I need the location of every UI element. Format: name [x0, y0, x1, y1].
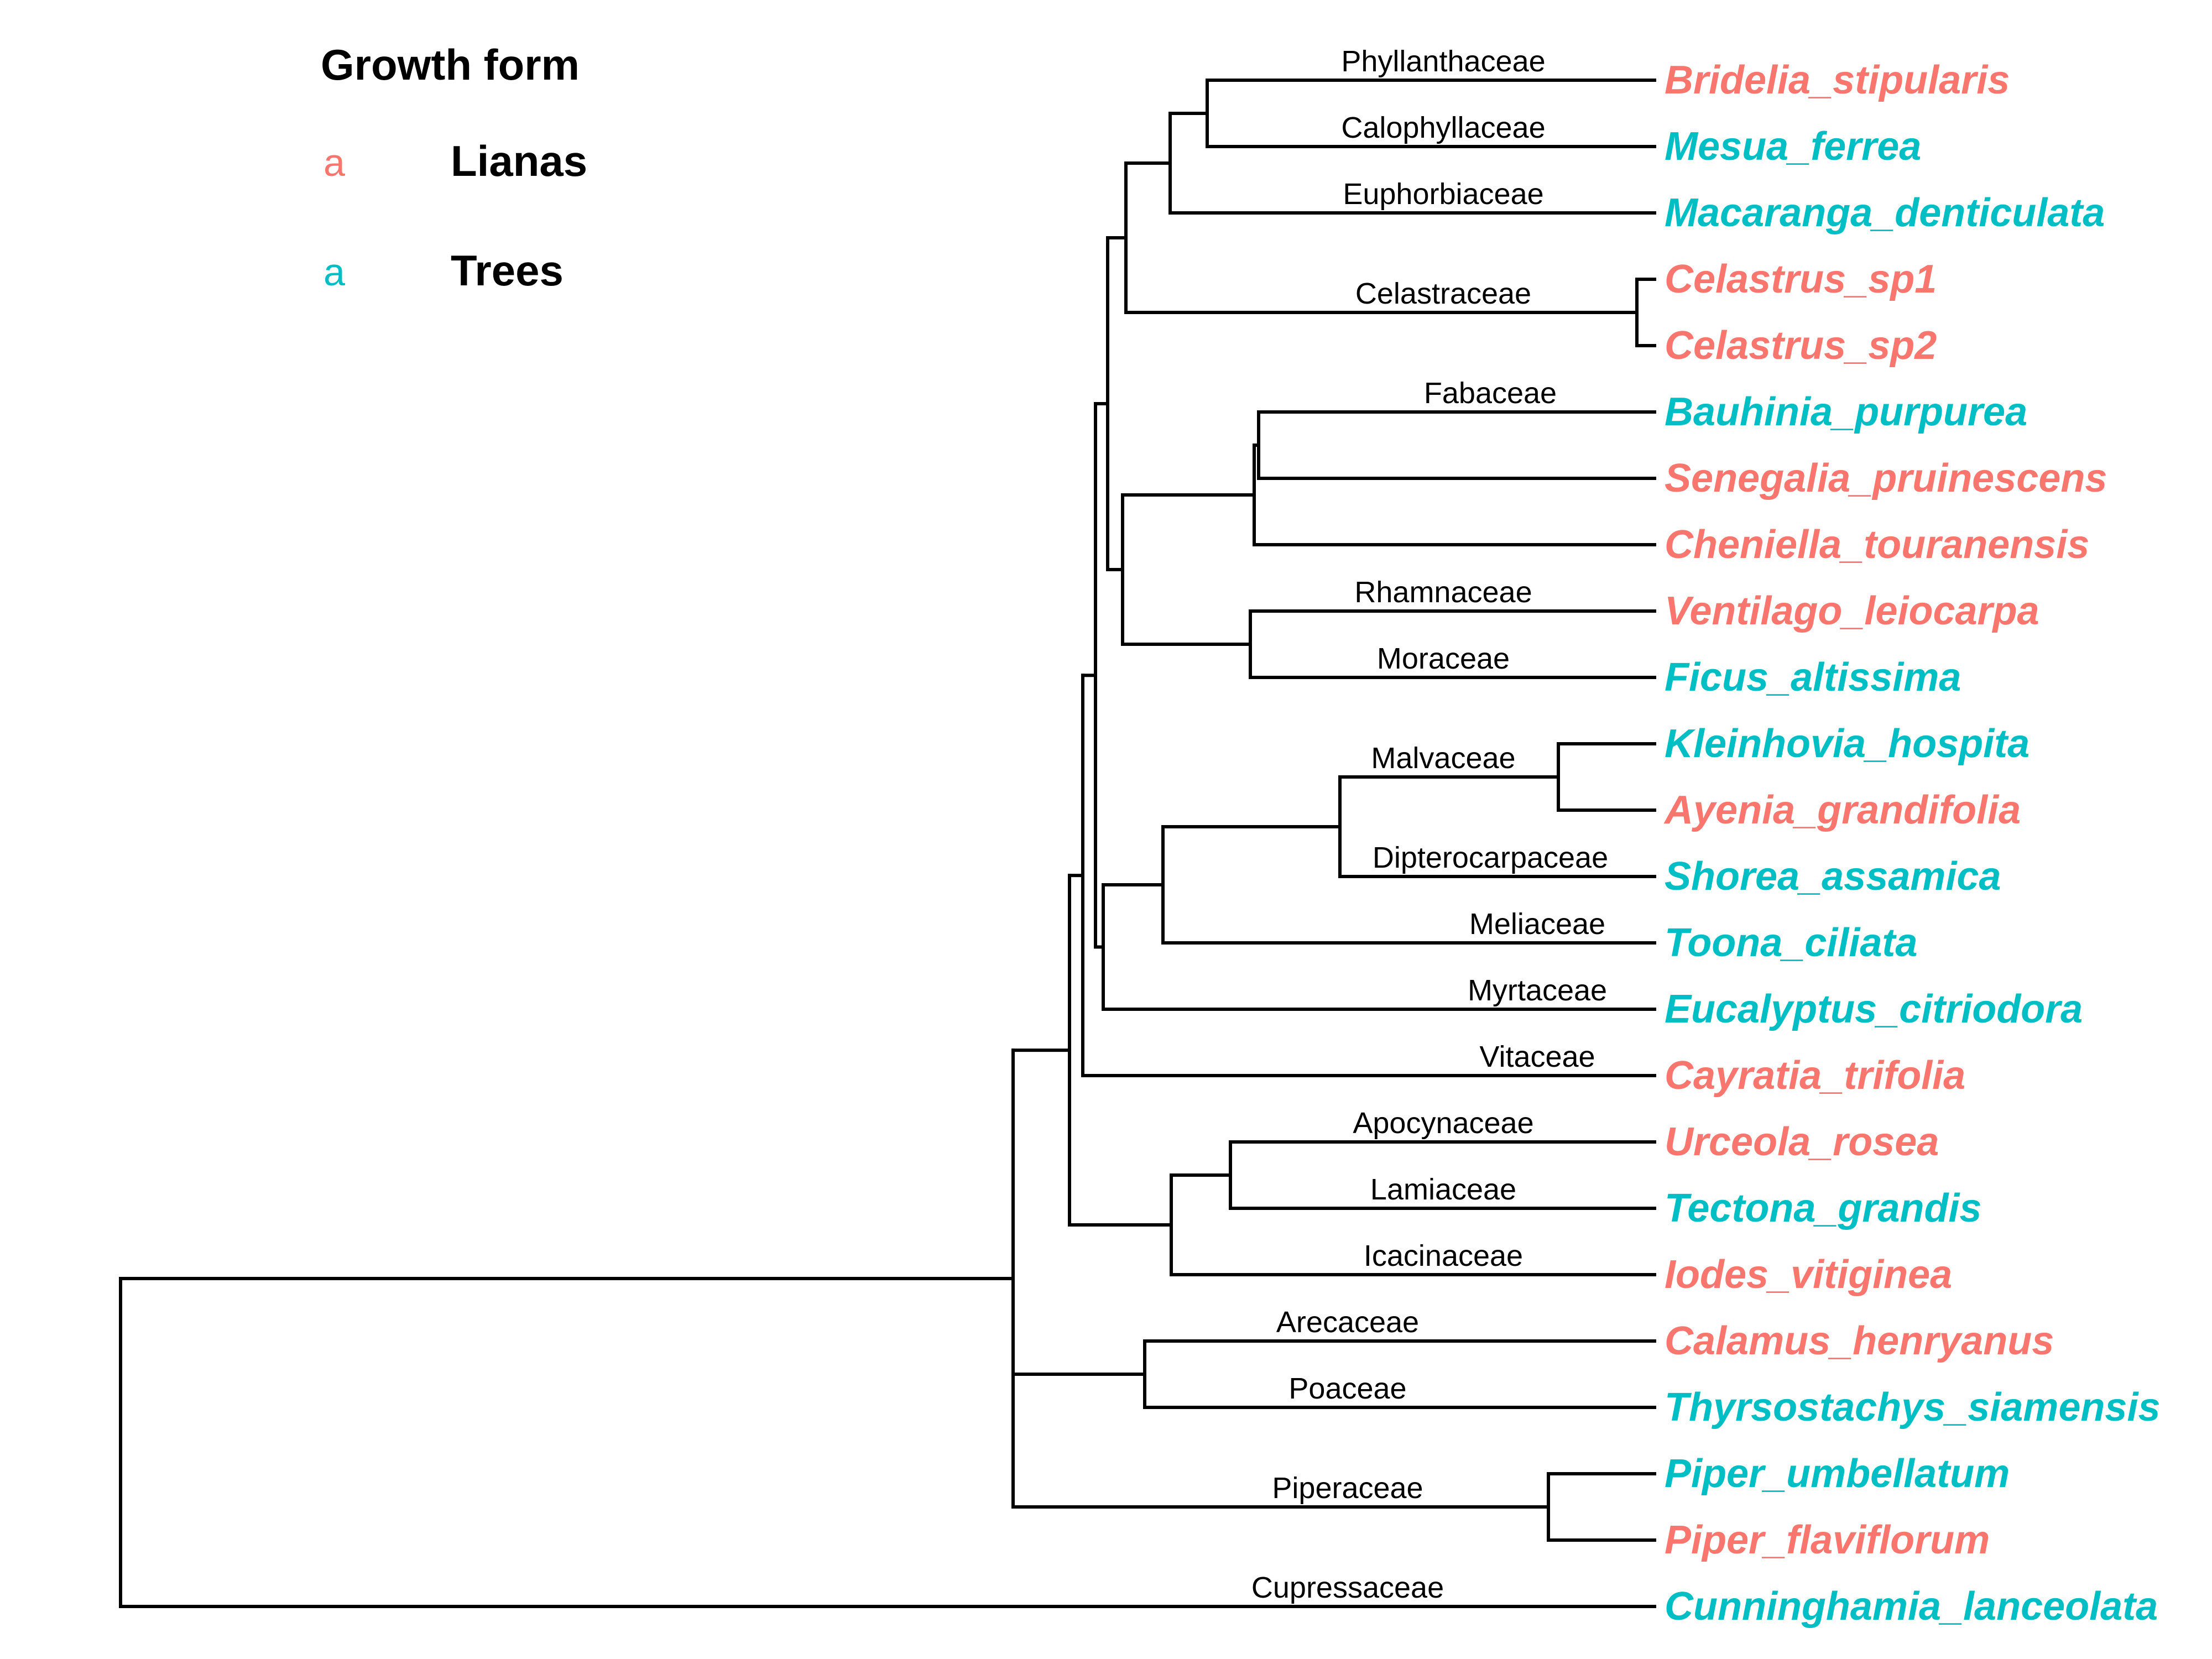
family-label-phyllanthaceae: Phyllanthaceae	[1341, 45, 1545, 78]
family-label-meliaceae: Meliaceae	[1469, 907, 1605, 941]
tip-label-thyrsostachys-siamensis: Thyrsostachys_siamensis	[1665, 1385, 2160, 1430]
tip-label-tectona-grandis: Tectona_grandis	[1665, 1186, 1981, 1230]
tip-label-toona-ciliata: Toona_ciliata	[1665, 921, 1917, 965]
family-label-lamiaceae: Lamiaceae	[1370, 1173, 1516, 1206]
tip-label-piper-flaviflorum: Piper_flaviflorum	[1665, 1518, 1990, 1562]
tip-label-bridelia-stipularis: Bridelia_stipularis	[1665, 58, 2010, 102]
tip-label-celastrus-sp1: Celastrus_sp1	[1665, 257, 1937, 301]
family-label-cupressaceae: Cupressaceae	[1251, 1571, 1444, 1604]
tip-label-ficus-altissima: Ficus_altissima	[1665, 655, 1961, 700]
tip-label-ayenia-grandifolia: Ayenia_grandifolia	[1663, 788, 2021, 832]
tip-label-cheniella-touranensis: Cheniella_touranensis	[1665, 523, 2089, 567]
family-label-icacinaceae: Icacinaceae	[1364, 1239, 1523, 1272]
family-label-euphorbiaceae: Euphorbiaceae	[1343, 178, 1543, 211]
legend-key-trees: a	[324, 251, 345, 294]
tip-label-urceola-rosea: Urceola_rosea	[1665, 1120, 1939, 1164]
tip-label-senegalia-pruinescens: Senegalia_pruinescens	[1665, 456, 2107, 500]
tip-label-eucalyptus-citriodora: Eucalyptus_citriodora	[1665, 987, 2083, 1031]
family-label-apocynaceae: Apocynaceae	[1353, 1107, 1533, 1140]
tree-branches	[119, 79, 1656, 1608]
tip-label-kleinhovia-hospita: Kleinhovia_hospita	[1665, 722, 2030, 766]
family-label-vitaceae: Vitaceae	[1479, 1040, 1595, 1073]
family-label-celastraceae: Celastraceae	[1355, 277, 1531, 310]
family-label-dipterocarpaceae: Dipterocarpaceae	[1373, 841, 1608, 874]
legend-key-lianas: a	[324, 141, 345, 184]
family-label-poaceae: Poaceae	[1288, 1372, 1406, 1405]
tip-label-celastrus-sp2: Celastrus_sp2	[1665, 324, 1937, 368]
family-label-moraceae: Moraceae	[1377, 642, 1510, 675]
legend: Growth form a Lianas a Trees	[321, 40, 587, 295]
tip-label-ventilago-leiocarpa: Ventilago_leiocarpa	[1665, 589, 2039, 633]
family-label-rhamnaceae: Rhamnaceae	[1354, 576, 1532, 609]
tip-label-macaranga-denticulata: Macaranga_denticulata	[1665, 191, 2105, 235]
family-label-piperaceae: Piperaceae	[1272, 1472, 1423, 1505]
legend-title: Growth form	[321, 40, 580, 89]
tip-label-cayratia-trifolia: Cayratia_trifolia	[1665, 1053, 1965, 1098]
family-label-malvaceae: Malvaceae	[1371, 742, 1515, 775]
tip-label-calamus-henryanus: Calamus_henryanus	[1665, 1319, 2054, 1363]
legend-label-lianas: Lianas	[451, 137, 587, 185]
family-label-calophyllaceae: Calophyllaceae	[1341, 111, 1545, 144]
tip-labels: Bridelia_stipularis Mesua_ferrea Macaranga…	[1663, 58, 2160, 1629]
tip-label-bauhinia-purpurea: Bauhinia_purpurea	[1665, 390, 2027, 434]
legend-label-trees: Trees	[451, 246, 564, 295]
tip-label-mesua-ferrea: Mesua_ferrea	[1665, 124, 1921, 169]
tip-label-cunninghamia-lanceolata: Cunninghamia_lanceolata	[1665, 1584, 2158, 1629]
tip-label-shorea-assamica: Shorea_assamica	[1665, 854, 2001, 899]
tip-label-iodes-vitiginea: Iodes_vitiginea	[1665, 1253, 1952, 1297]
family-label-myrtaceae: Myrtaceae	[1468, 974, 1607, 1007]
family-label-arecaceae: Arecaceae	[1276, 1306, 1419, 1339]
family-labels: Phyllanthaceae Calophyllaceae Euphorbiacea…	[1251, 45, 1608, 1604]
family-label-fabaceae: Fabaceae	[1424, 377, 1557, 410]
tip-label-piper-umbellatum: Piper_umbellatum	[1665, 1452, 2010, 1496]
